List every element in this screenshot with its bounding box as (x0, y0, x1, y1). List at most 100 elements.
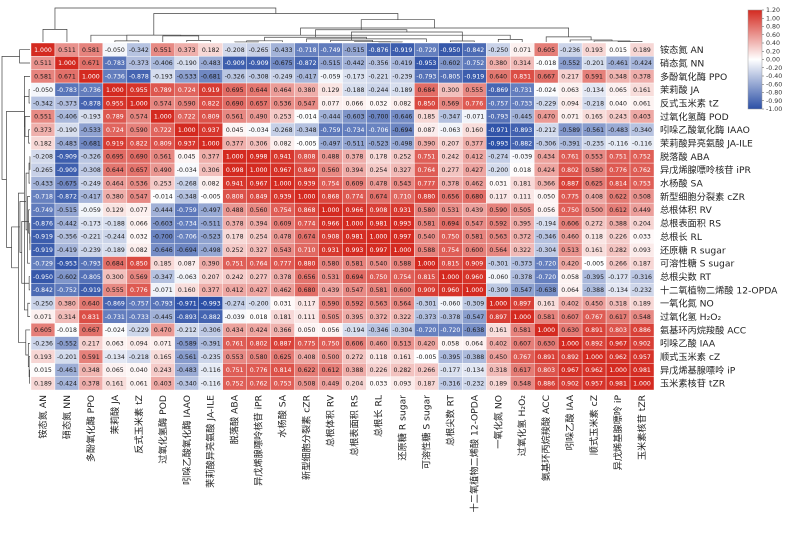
cell-value-label: 0.902 (561, 381, 579, 388)
column-label: 过氧化氢 H₂O₂ (516, 395, 528, 456)
cell-value-label: 0.750 (322, 340, 340, 347)
cell-value-label: 0.306 (202, 167, 220, 174)
cell-value-label: 1.000 (609, 367, 627, 374)
cell-value-label: 0.751 (609, 154, 627, 161)
cell-value-label: 0.931 (322, 247, 340, 254)
cell-value-label: -0.498 (392, 140, 412, 147)
cell-value-label: -0.461 (57, 367, 77, 374)
cell-value-label: -0.018 (536, 60, 556, 67)
row-label: 茉莉酸 JA (660, 84, 700, 96)
cell-value-label: -0.249 (273, 74, 293, 81)
cell-value-label: -0.953 (57, 260, 77, 267)
cell-value-label: 0.561 (154, 154, 172, 161)
column-dendrogram (42, 7, 643, 43)
cell-value-label: 0.531 (322, 274, 340, 281)
cell-value-label: -0.589 (560, 127, 580, 134)
column-label: 多酚氧化酶 PPO (85, 395, 97, 462)
cell-value-label: 0.607 (561, 314, 579, 321)
row-label: 还原糖 R sugar (660, 244, 726, 256)
row-label: 总根尖数 RT (660, 271, 711, 283)
cell-value-label: 0.254 (250, 234, 268, 241)
cell-value-label: 0.380 (489, 60, 507, 67)
cell-value-label: -0.700 (368, 114, 388, 121)
cell-value-label: 0.607 (513, 340, 531, 347)
cell-value-label: 0.065 (106, 367, 124, 374)
cell-value-label: 0.967 (250, 180, 268, 187)
cell-value-label: 0.850 (130, 260, 148, 267)
cell-value-label: 0.590 (489, 207, 507, 214)
cell-value-label: -0.433 (33, 180, 53, 187)
dendrogram-branch (449, 40, 475, 42)
cell-value-label: 0.061 (633, 100, 651, 107)
cell-value-label: 0.722 (178, 114, 196, 121)
cell-value-label: -0.373 (512, 260, 532, 267)
column-label: 铵态氮 AN (37, 395, 49, 439)
cell-value-label: 0.630 (561, 327, 579, 334)
cell-value-label: -0.309 (464, 300, 484, 307)
cell-value-label: -0.188 (345, 87, 365, 94)
cell-value-label: -0.229 (129, 327, 149, 334)
cell-value-label: 0.955 (106, 100, 124, 107)
cell-value-label: 1.000 (322, 207, 340, 214)
cell-value-label: 0.160 (465, 127, 483, 134)
cell-value-label: -0.188 (105, 220, 125, 227)
row-dendrogram (1, 49, 31, 384)
cell-value-label: 0.886 (537, 381, 555, 388)
cell-value-label: -0.274 (488, 154, 508, 161)
cell-value-label: -0.561 (177, 354, 197, 361)
column-labels: 铵态氮 AN 硝态氮 NN 多酚氧化酶 PPO 茉莉酸 JA 反式玉米素 tZ 过氧化氢酶… (37, 394, 648, 512)
cell-value-label: 0.424 (250, 327, 268, 334)
colorbar-tick-label: 1.00 (766, 15, 780, 22)
cell-value-label: -0.265 (249, 47, 269, 54)
cell-value-label: 0.887 (561, 180, 579, 187)
cell-value-label: -0.433 (273, 47, 293, 54)
cell-value-label: 0.767 (513, 354, 531, 361)
cell-value-label: 0.868 (322, 194, 340, 201)
cell-value-label: 0.886 (633, 327, 651, 334)
cell-value-label: 0.161 (537, 300, 555, 307)
cell-value-label: 0.967 (609, 340, 627, 347)
cell-value-label: -0.340 (632, 127, 652, 134)
cell-value-label: -0.236 (560, 47, 580, 54)
cell-value-label: -0.547 (464, 314, 484, 321)
cell-value-label: 0.764 (250, 260, 268, 267)
cell-value-label: -0.424 (632, 60, 652, 67)
cell-value-label: 0.395 (346, 314, 364, 321)
cell-value-label: 0.671 (82, 60, 100, 67)
cell-value-label: 0.063 (561, 87, 579, 94)
cell-value-label: 0.513 (394, 340, 412, 347)
cell-value-label: 0.962 (609, 354, 627, 361)
cell-value-label: 0.612 (609, 207, 627, 214)
cell-value-label: -0.326 (225, 74, 245, 81)
cell-value-label: -0.720 (416, 327, 436, 334)
dendrogram-branch (300, 27, 569, 37)
cell-value-label: 0.322 (513, 247, 531, 254)
cell-value-label: 0.377 (465, 140, 483, 147)
cell-value-label: -0.201 (57, 354, 77, 361)
colorbar-tick-label: 1.20 (766, 7, 780, 14)
cell-value-label: 0.998 (226, 167, 244, 174)
row-label: 异戊烯基腺嘌呤 iP (660, 364, 736, 376)
colorbar-tick-label: 0.60 (766, 32, 780, 39)
cell-value-label: 0.560 (322, 167, 340, 174)
cell-value-label: -0.793 (488, 114, 508, 121)
cell-value-label: 0.394 (250, 220, 268, 227)
cell-value-label: 0.960 (465, 274, 483, 281)
cell-value-label: 0.508 (298, 381, 316, 388)
cell-value-label: 0.581 (82, 47, 100, 54)
cell-value-label: -0.193 (153, 74, 173, 81)
cell-value-label: 0.118 (370, 354, 388, 361)
cell-value-label: 0.018 (513, 167, 531, 174)
row-label: 硝态氮 NN (660, 57, 704, 69)
cell-value-label: 0.380 (58, 300, 76, 307)
cell-value-label: 0.189 (34, 381, 52, 388)
cell-value-label: 0.531 (441, 207, 459, 214)
cell-value-label: -0.869 (488, 87, 508, 94)
cell-value-label: -0.483 (608, 127, 628, 134)
dendrogram-branch (28, 129, 30, 144)
cell-value-label: -0.173 (81, 220, 101, 227)
cell-value-label: -0.268 (177, 180, 197, 187)
cell-value-label: 0.434 (537, 154, 555, 161)
cell-value-label: -0.194 (345, 327, 365, 334)
cell-value-label: -0.014 (153, 194, 173, 201)
